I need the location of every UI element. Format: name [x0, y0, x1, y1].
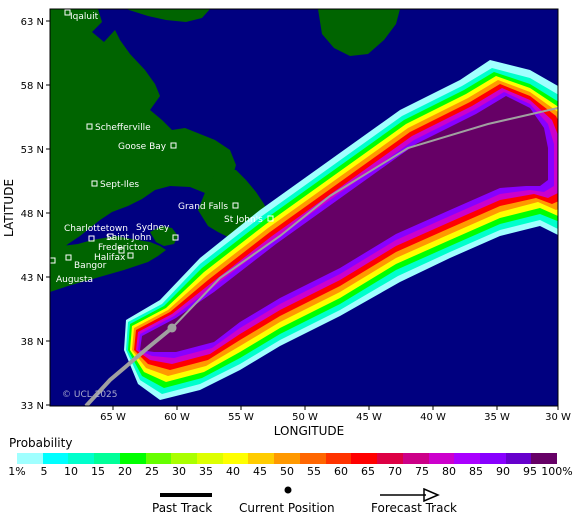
- city-label: Grand Falls: [178, 202, 228, 212]
- city-label: Halifax: [94, 253, 126, 263]
- legend-label: 100%: [541, 465, 573, 478]
- city-label: Sydney: [136, 223, 170, 233]
- past-track-line: [84, 326, 174, 406]
- legend-label: 5: [40, 465, 48, 478]
- legend-title: Probability: [9, 436, 73, 450]
- forecast-track-line: [171, 107, 558, 329]
- legend-label: 15: [91, 465, 105, 478]
- current-position-label: Current Position: [239, 501, 335, 515]
- legend-label: 10: [64, 465, 78, 478]
- x-axis-title: LONGITUDE: [274, 424, 344, 438]
- legend-swatch: [171, 453, 198, 464]
- forecast-track-label: Forecast Track: [371, 501, 457, 515]
- legend-swatch: [94, 453, 120, 464]
- current-position-key-icon: [284, 486, 292, 494]
- map-frame: [49, 8, 559, 407]
- probability-map: Iqaluit Schefferville Goose Bay Sept-Ile…: [2, 8, 571, 438]
- y-axis-title: LATITUDE: [2, 179, 16, 237]
- city-label: Iqaluit: [70, 12, 99, 22]
- city-label: Goose Bay: [118, 142, 167, 152]
- legend-swatch: [17, 453, 43, 464]
- legend-label: 60: [334, 465, 348, 478]
- legend-swatch: [145, 453, 172, 464]
- legend-swatch: [454, 453, 480, 464]
- y-tick-label: 63 N: [21, 17, 44, 28]
- past-track-label: Past Track: [152, 501, 213, 515]
- legend-swatch: [351, 453, 378, 464]
- city-label: Charlottetown: [64, 224, 128, 234]
- x-tick-label: 40 W: [420, 412, 446, 423]
- x-tick-label: 55 W: [228, 412, 254, 423]
- x-tick-label: 30 W: [545, 412, 571, 423]
- city-label: Sept-Iles: [100, 180, 139, 190]
- legend-swatch: [299, 453, 326, 464]
- city-markers: [50, 9, 274, 264]
- legend-swatch: [197, 453, 223, 464]
- legend-label: 80: [442, 465, 456, 478]
- legend-label: 25: [145, 465, 159, 478]
- x-tick-label: 45 W: [356, 412, 382, 423]
- copyright-text: © UCL 2025: [62, 390, 118, 400]
- city-label: Fredericton: [98, 243, 149, 253]
- legend-label: 20: [118, 465, 132, 478]
- legend-swatch: [248, 453, 275, 464]
- x-tick-label: 60 W: [164, 412, 190, 423]
- legend-swatch: [377, 453, 403, 464]
- legend-label: 70: [388, 465, 402, 478]
- legend-swatch: [428, 453, 455, 464]
- x-axis: 65 W 60 W 55 W 50 W 45 W 40 W 35 W 30 W …: [100, 406, 571, 438]
- probability-bands: [124, 60, 558, 400]
- legend-color-bar: [17, 453, 558, 464]
- legend-label: 85: [469, 465, 483, 478]
- legend-swatch: [531, 453, 558, 464]
- y-tick-label: 53 N: [21, 145, 44, 156]
- current-position-marker: [167, 323, 177, 333]
- legend-label: 50: [280, 465, 294, 478]
- past-track-key-icon: [160, 493, 212, 497]
- city-label: Schefferville: [95, 123, 151, 133]
- legend-label: 95: [523, 465, 537, 478]
- x-tick-label: 65 W: [100, 412, 126, 423]
- legend-swatch: [42, 453, 69, 464]
- legend-label: 65: [361, 465, 375, 478]
- land: [50, 9, 400, 292]
- legend-label: 90: [496, 465, 510, 478]
- legend-label: 30: [172, 465, 186, 478]
- legend-label: 55: [307, 465, 321, 478]
- legend-swatch: [68, 453, 95, 464]
- y-tick-label: 38 N: [21, 337, 44, 348]
- legend-swatch: [274, 453, 300, 464]
- legend-swatch: [325, 453, 352, 464]
- legend-labels: 1% 5 10 15 20 25 30 35 40 45 50 55 60 65 70 75 80 85 90 95 1…: [0, 465, 580, 479]
- city-label: Augusta: [56, 275, 93, 285]
- forecast-track-key-icon: [380, 488, 440, 502]
- city-label: Bangor: [74, 261, 107, 271]
- legend-label: 35: [199, 465, 213, 478]
- y-tick-label: 48 N: [21, 209, 44, 220]
- legend-label: 45: [253, 465, 267, 478]
- legend-swatch: [505, 453, 532, 464]
- legend-swatch: [222, 453, 249, 464]
- y-tick-label: 58 N: [21, 81, 44, 92]
- y-tick-label: 33 N: [21, 401, 44, 412]
- x-tick-label: 35 W: [484, 412, 510, 423]
- legend-label: 40: [226, 465, 240, 478]
- legend-label: 75: [415, 465, 429, 478]
- legend-label: 1%: [8, 465, 26, 478]
- legend-swatch: [402, 453, 429, 464]
- legend-swatch: [119, 453, 146, 464]
- x-tick-label: 50 W: [292, 412, 318, 423]
- y-tick-label: 43 N: [21, 273, 44, 284]
- city-label: Saint John: [106, 233, 151, 243]
- city-label: St John's: [224, 215, 263, 225]
- legend-swatch: [479, 453, 506, 464]
- y-axis: 63 N 58 N 53 N 48 N 43 N 38 N 33 N LATIT…: [2, 17, 50, 412]
